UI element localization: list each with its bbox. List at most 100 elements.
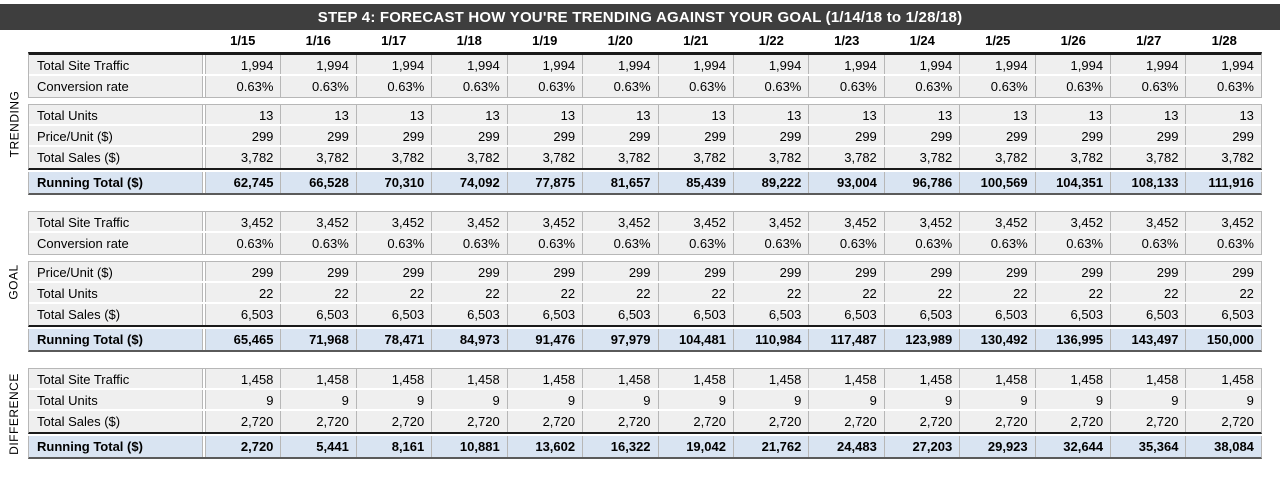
row-label[interactable]: Total Site Traffic bbox=[29, 55, 203, 74]
value-cell[interactable]: 299 bbox=[1035, 262, 1112, 281]
value-cell[interactable]: 299 bbox=[809, 126, 885, 145]
value-cell[interactable]: 0.63% bbox=[205, 233, 282, 254]
value-cell[interactable]: 6,503 bbox=[281, 304, 357, 325]
value-cell[interactable]: 9 bbox=[1111, 390, 1187, 409]
value-cell[interactable]: 6,503 bbox=[583, 304, 659, 325]
value-cell[interactable]: 3,452 bbox=[432, 212, 508, 231]
value-cell[interactable]: 3,782 bbox=[960, 147, 1036, 168]
value-cell[interactable]: 9 bbox=[658, 390, 734, 409]
column-header-1-28[interactable]: 1/28 bbox=[1211, 33, 1237, 48]
column-header-1-18[interactable]: 1/18 bbox=[456, 33, 482, 48]
value-cell[interactable]: 2,720 bbox=[1035, 411, 1112, 432]
value-cell[interactable]: 299 bbox=[583, 126, 659, 145]
column-header-1-21[interactable]: 1/21 bbox=[683, 33, 709, 48]
value-cell[interactable]: 0.63% bbox=[507, 233, 584, 254]
value-cell[interactable]: 0.63% bbox=[356, 233, 433, 254]
value-cell[interactable]: 6,503 bbox=[1111, 304, 1187, 325]
column-header-1-19[interactable]: 1/19 bbox=[532, 33, 558, 48]
value-cell[interactable]: 1,994 bbox=[281, 55, 357, 74]
value-cell[interactable]: 3,782 bbox=[583, 147, 659, 168]
value-cell[interactable]: 22 bbox=[205, 283, 282, 302]
value-cell[interactable]: 29,923 bbox=[960, 436, 1036, 457]
value-cell[interactable]: 13 bbox=[960, 105, 1036, 124]
value-cell[interactable]: 3,452 bbox=[1186, 212, 1261, 231]
column-header-1-27[interactable]: 1/27 bbox=[1136, 33, 1162, 48]
value-cell[interactable]: 2,720 bbox=[205, 436, 282, 457]
value-cell[interactable]: 3,452 bbox=[205, 212, 282, 231]
value-cell[interactable]: 70,310 bbox=[356, 172, 433, 193]
value-cell[interactable]: 22 bbox=[281, 283, 357, 302]
value-cell[interactable]: 3,782 bbox=[205, 147, 282, 168]
value-cell[interactable]: 0.63% bbox=[733, 233, 810, 254]
row-label[interactable]: Total Site Traffic bbox=[29, 369, 203, 388]
value-cell[interactable]: 3,782 bbox=[658, 147, 734, 168]
value-cell[interactable]: 299 bbox=[432, 262, 508, 281]
value-cell[interactable]: 1,458 bbox=[960, 369, 1036, 388]
value-cell[interactable]: 0.63% bbox=[884, 76, 961, 97]
value-cell[interactable]: 6,503 bbox=[960, 304, 1036, 325]
value-cell[interactable]: 130,492 bbox=[960, 329, 1036, 350]
value-cell[interactable]: 2,720 bbox=[658, 411, 734, 432]
value-cell[interactable]: 0.63% bbox=[960, 76, 1036, 97]
value-cell[interactable]: 1,994 bbox=[1186, 55, 1261, 74]
value-cell[interactable]: 136,995 bbox=[1035, 329, 1112, 350]
value-cell[interactable]: 84,973 bbox=[432, 329, 508, 350]
value-cell[interactable]: 3,452 bbox=[507, 212, 584, 231]
value-cell[interactable]: 1,458 bbox=[507, 369, 584, 388]
value-cell[interactable]: 143,497 bbox=[1111, 329, 1187, 350]
value-cell[interactable]: 13 bbox=[809, 105, 885, 124]
value-cell[interactable]: 19,042 bbox=[658, 436, 734, 457]
value-cell[interactable]: 2,720 bbox=[281, 411, 357, 432]
value-cell[interactable]: 81,657 bbox=[583, 172, 659, 193]
value-cell[interactable]: 111,916 bbox=[1186, 172, 1261, 193]
value-cell[interactable]: 0.63% bbox=[356, 76, 433, 97]
value-cell[interactable]: 299 bbox=[432, 126, 508, 145]
value-cell[interactable]: 299 bbox=[658, 126, 734, 145]
value-cell[interactable]: 13 bbox=[884, 105, 961, 124]
value-cell[interactable]: 1,458 bbox=[733, 369, 810, 388]
value-cell[interactable]: 299 bbox=[1111, 262, 1187, 281]
value-cell[interactable]: 22 bbox=[809, 283, 885, 302]
value-cell[interactable]: 3,452 bbox=[884, 212, 961, 231]
value-cell[interactable]: 0.63% bbox=[809, 76, 885, 97]
value-cell[interactable]: 16,322 bbox=[583, 436, 659, 457]
value-cell[interactable]: 97,979 bbox=[583, 329, 659, 350]
value-cell[interactable]: 22 bbox=[432, 283, 508, 302]
value-cell[interactable]: 2,720 bbox=[733, 411, 810, 432]
value-cell[interactable]: 9 bbox=[884, 390, 961, 409]
value-cell[interactable]: 9 bbox=[733, 390, 810, 409]
value-cell[interactable]: 0.63% bbox=[960, 233, 1036, 254]
value-cell[interactable]: 22 bbox=[507, 283, 584, 302]
value-cell[interactable]: 299 bbox=[356, 262, 433, 281]
value-cell[interactable]: 3,782 bbox=[809, 147, 885, 168]
value-cell[interactable]: 0.63% bbox=[205, 76, 282, 97]
value-cell[interactable]: 71,968 bbox=[281, 329, 357, 350]
row-label[interactable]: Total Sales ($) bbox=[29, 304, 203, 325]
value-cell[interactable]: 1,994 bbox=[658, 55, 734, 74]
value-cell[interactable]: 24,483 bbox=[809, 436, 885, 457]
value-cell[interactable]: 1,994 bbox=[205, 55, 282, 74]
value-cell[interactable]: 3,452 bbox=[809, 212, 885, 231]
row-label[interactable]: Total Units bbox=[29, 390, 203, 409]
value-cell[interactable]: 3,782 bbox=[1186, 147, 1261, 168]
value-cell[interactable]: 9 bbox=[1186, 390, 1261, 409]
value-cell[interactable]: 32,644 bbox=[1035, 436, 1112, 457]
value-cell[interactable]: 13 bbox=[733, 105, 810, 124]
value-cell[interactable]: 299 bbox=[960, 262, 1036, 281]
value-cell[interactable]: 22 bbox=[960, 283, 1036, 302]
value-cell[interactable]: 13 bbox=[1111, 105, 1187, 124]
value-cell[interactable]: 22 bbox=[1035, 283, 1112, 302]
value-cell[interactable]: 2,720 bbox=[809, 411, 885, 432]
value-cell[interactable]: 1,458 bbox=[583, 369, 659, 388]
value-cell[interactable]: 1,458 bbox=[1186, 369, 1261, 388]
row-label[interactable]: Running Total ($) bbox=[29, 172, 203, 193]
value-cell[interactable]: 6,503 bbox=[205, 304, 282, 325]
value-cell[interactable]: 9 bbox=[1035, 390, 1112, 409]
value-cell[interactable]: 299 bbox=[884, 126, 961, 145]
value-cell[interactable]: 0.63% bbox=[1111, 233, 1187, 254]
value-cell[interactable]: 9 bbox=[507, 390, 584, 409]
value-cell[interactable]: 3,452 bbox=[658, 212, 734, 231]
value-cell[interactable]: 9 bbox=[583, 390, 659, 409]
value-cell[interactable]: 13 bbox=[281, 105, 357, 124]
column-header-1-26[interactable]: 1/26 bbox=[1060, 33, 1086, 48]
